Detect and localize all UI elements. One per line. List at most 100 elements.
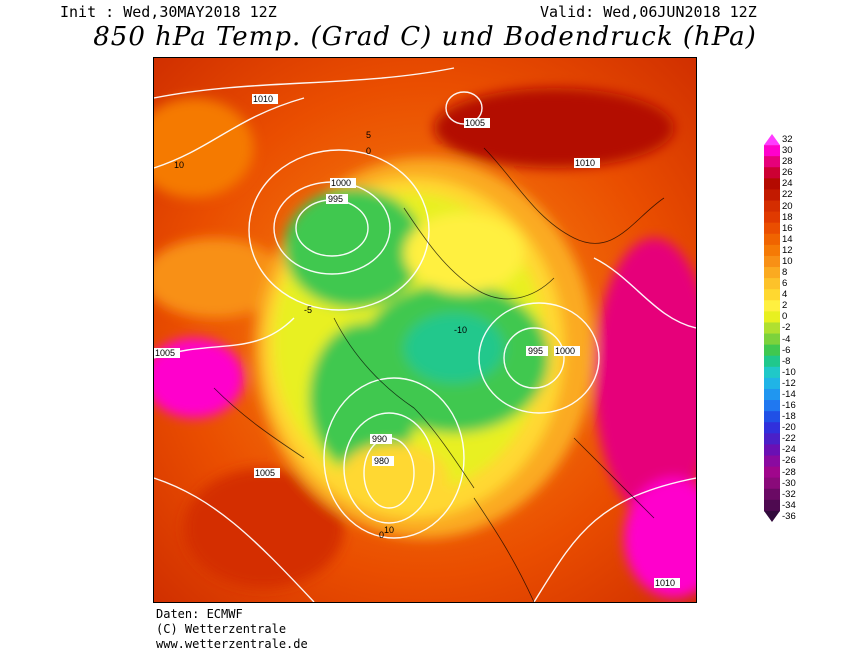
colorbar-tick-label: 8 xyxy=(782,267,788,279)
colorbar-tick-label: 12 xyxy=(782,244,793,256)
colorbar-tick-label: 24 xyxy=(782,178,793,190)
website-link[interactable]: www.wetterzentrale.de xyxy=(156,637,308,651)
isotherm-label: -5 xyxy=(304,305,312,315)
colorbar-swatch xyxy=(764,466,780,479)
colorbar-tick-label: 16 xyxy=(782,222,793,234)
colorbar-tick-label: -32 xyxy=(782,488,796,500)
colorbar-tick-label: -10 xyxy=(782,366,796,378)
colorbar-tick-label: 4 xyxy=(782,289,788,301)
isobar-label: 980 xyxy=(374,456,389,466)
colorbar-swatch xyxy=(764,167,780,179)
temperature-colorbar xyxy=(764,134,780,522)
data-source: Daten: ECMWF xyxy=(156,607,243,621)
colorbar-tick-label: -8 xyxy=(782,355,791,367)
isobar-label: 1005 xyxy=(255,468,275,478)
colorbar-swatch xyxy=(764,411,780,423)
map-title: 850 hPa Temp. (Grad C) und Bodendruck (h… xyxy=(93,22,757,52)
colorbar-swatch xyxy=(764,233,780,246)
colorbar-swatch xyxy=(764,244,780,257)
colorbar-swatch xyxy=(764,311,780,323)
isotherm-label: 0 xyxy=(366,146,371,156)
colorbar-swatch xyxy=(764,333,780,346)
colorbar-tick-label: -20 xyxy=(782,422,796,434)
colorbar-tick-label: -28 xyxy=(782,466,796,478)
copyright: (C) Wetterzentrale xyxy=(156,622,287,636)
weather-map: 1010 1005 1000 995 990 980 1000 995 1010… xyxy=(153,57,697,603)
colorbar-swatch xyxy=(764,488,780,501)
isobar-label: 990 xyxy=(372,434,387,444)
colorbar-tick-label: -36 xyxy=(782,510,796,522)
colorbar-swatch xyxy=(764,422,780,434)
coastlines xyxy=(213,147,665,602)
valid-time: Valid: Wed,06JUN2018 12Z xyxy=(540,3,757,21)
colorbar-tick-label: -16 xyxy=(782,400,796,412)
colorbar-swatch xyxy=(764,189,780,202)
isotherm-label: 10 xyxy=(174,160,184,170)
colorbar-tick-label: 2 xyxy=(782,300,788,312)
isobar-label: 1005 xyxy=(465,118,485,128)
colorbar-swatch xyxy=(764,145,780,157)
isotherm-label: 0 xyxy=(379,530,384,540)
colorbar-tick-label: 22 xyxy=(782,189,793,201)
init-time: Init : Wed,30MAY2018 12Z xyxy=(60,3,277,21)
credits: Daten: ECMWF (C) Wetterzentrale www.wett… xyxy=(156,607,308,652)
colorbar-swatch xyxy=(764,267,780,279)
colorbar-tick-label: -26 xyxy=(782,455,796,467)
colorbar-swatch xyxy=(764,222,780,235)
colorbar-tick-label: -30 xyxy=(782,477,796,489)
colorbar-tick-label: 26 xyxy=(782,167,793,179)
colorbar-tick-label: 32 xyxy=(782,134,793,145)
colorbar-top-arrow xyxy=(764,134,780,146)
colorbar-swatch xyxy=(764,455,780,468)
colorbar-swatch xyxy=(764,278,780,290)
colorbar-tick-label: 18 xyxy=(782,211,793,223)
colorbar-tick-label: -22 xyxy=(782,433,796,445)
colorbar-tick-label: -4 xyxy=(782,333,791,345)
colorbar-tick-label: -24 xyxy=(782,444,796,456)
colorbar-tick-label: 0 xyxy=(782,311,788,323)
isobar-label: 995 xyxy=(528,346,543,356)
colorbar-tick-label: 6 xyxy=(782,278,788,290)
isobar-label: 995 xyxy=(328,194,343,204)
colorbar-tick-label: 10 xyxy=(782,255,793,267)
isobar-label: 1000 xyxy=(555,346,575,356)
colorbar-swatch xyxy=(764,477,780,490)
colorbar-tick-label: -12 xyxy=(782,377,796,389)
colorbar-swatch xyxy=(764,178,780,190)
colorbar-swatch xyxy=(764,433,780,445)
colorbar-tick-label: -34 xyxy=(782,499,796,511)
isobar-label: 1010 xyxy=(253,94,273,104)
colorbar-swatch xyxy=(764,255,780,268)
colorbar-swatch xyxy=(764,366,780,379)
colorbar-tick-label: -14 xyxy=(782,388,796,400)
isotherm-label: 10 xyxy=(384,525,394,535)
isobar-label: 1010 xyxy=(575,158,595,168)
colorbar-tick-label: -2 xyxy=(782,322,791,334)
colorbar-swatch xyxy=(764,300,780,312)
colorbar-tick-label: -18 xyxy=(782,411,796,423)
colorbar-swatch xyxy=(764,444,780,456)
colorbar-swatch xyxy=(764,377,780,390)
isobar-label: 1000 xyxy=(331,178,351,188)
isotherm-label: 5 xyxy=(366,130,371,140)
colorbar-swatch xyxy=(764,156,780,168)
isobar-label: 1005 xyxy=(155,348,175,358)
colorbar-swatch xyxy=(764,499,780,512)
colorbar-tick-label: 28 xyxy=(782,156,793,168)
colorbar-tick-label: 20 xyxy=(782,200,793,212)
colorbar-swatch xyxy=(764,355,780,368)
isobar-label: 1010 xyxy=(655,578,675,588)
colorbar-swatch xyxy=(764,388,780,401)
colorbar-tick-label: 30 xyxy=(782,145,793,157)
pressure-labels: 1010 1005 1000 995 990 980 1000 995 1010… xyxy=(154,94,680,588)
colorbar-bottom-arrow xyxy=(764,510,780,522)
colorbar-swatch xyxy=(764,200,780,213)
colorbar-tick-label: 14 xyxy=(782,233,793,245)
colorbar-tick-label: -6 xyxy=(782,344,791,356)
colorbar-swatch xyxy=(764,322,780,335)
colorbar-swatch xyxy=(764,400,780,412)
colorbar-swatch xyxy=(764,211,780,224)
colorbar-swatch xyxy=(764,344,780,357)
colorbar-swatch xyxy=(764,289,780,301)
isotherm-label: -10 xyxy=(454,325,467,335)
